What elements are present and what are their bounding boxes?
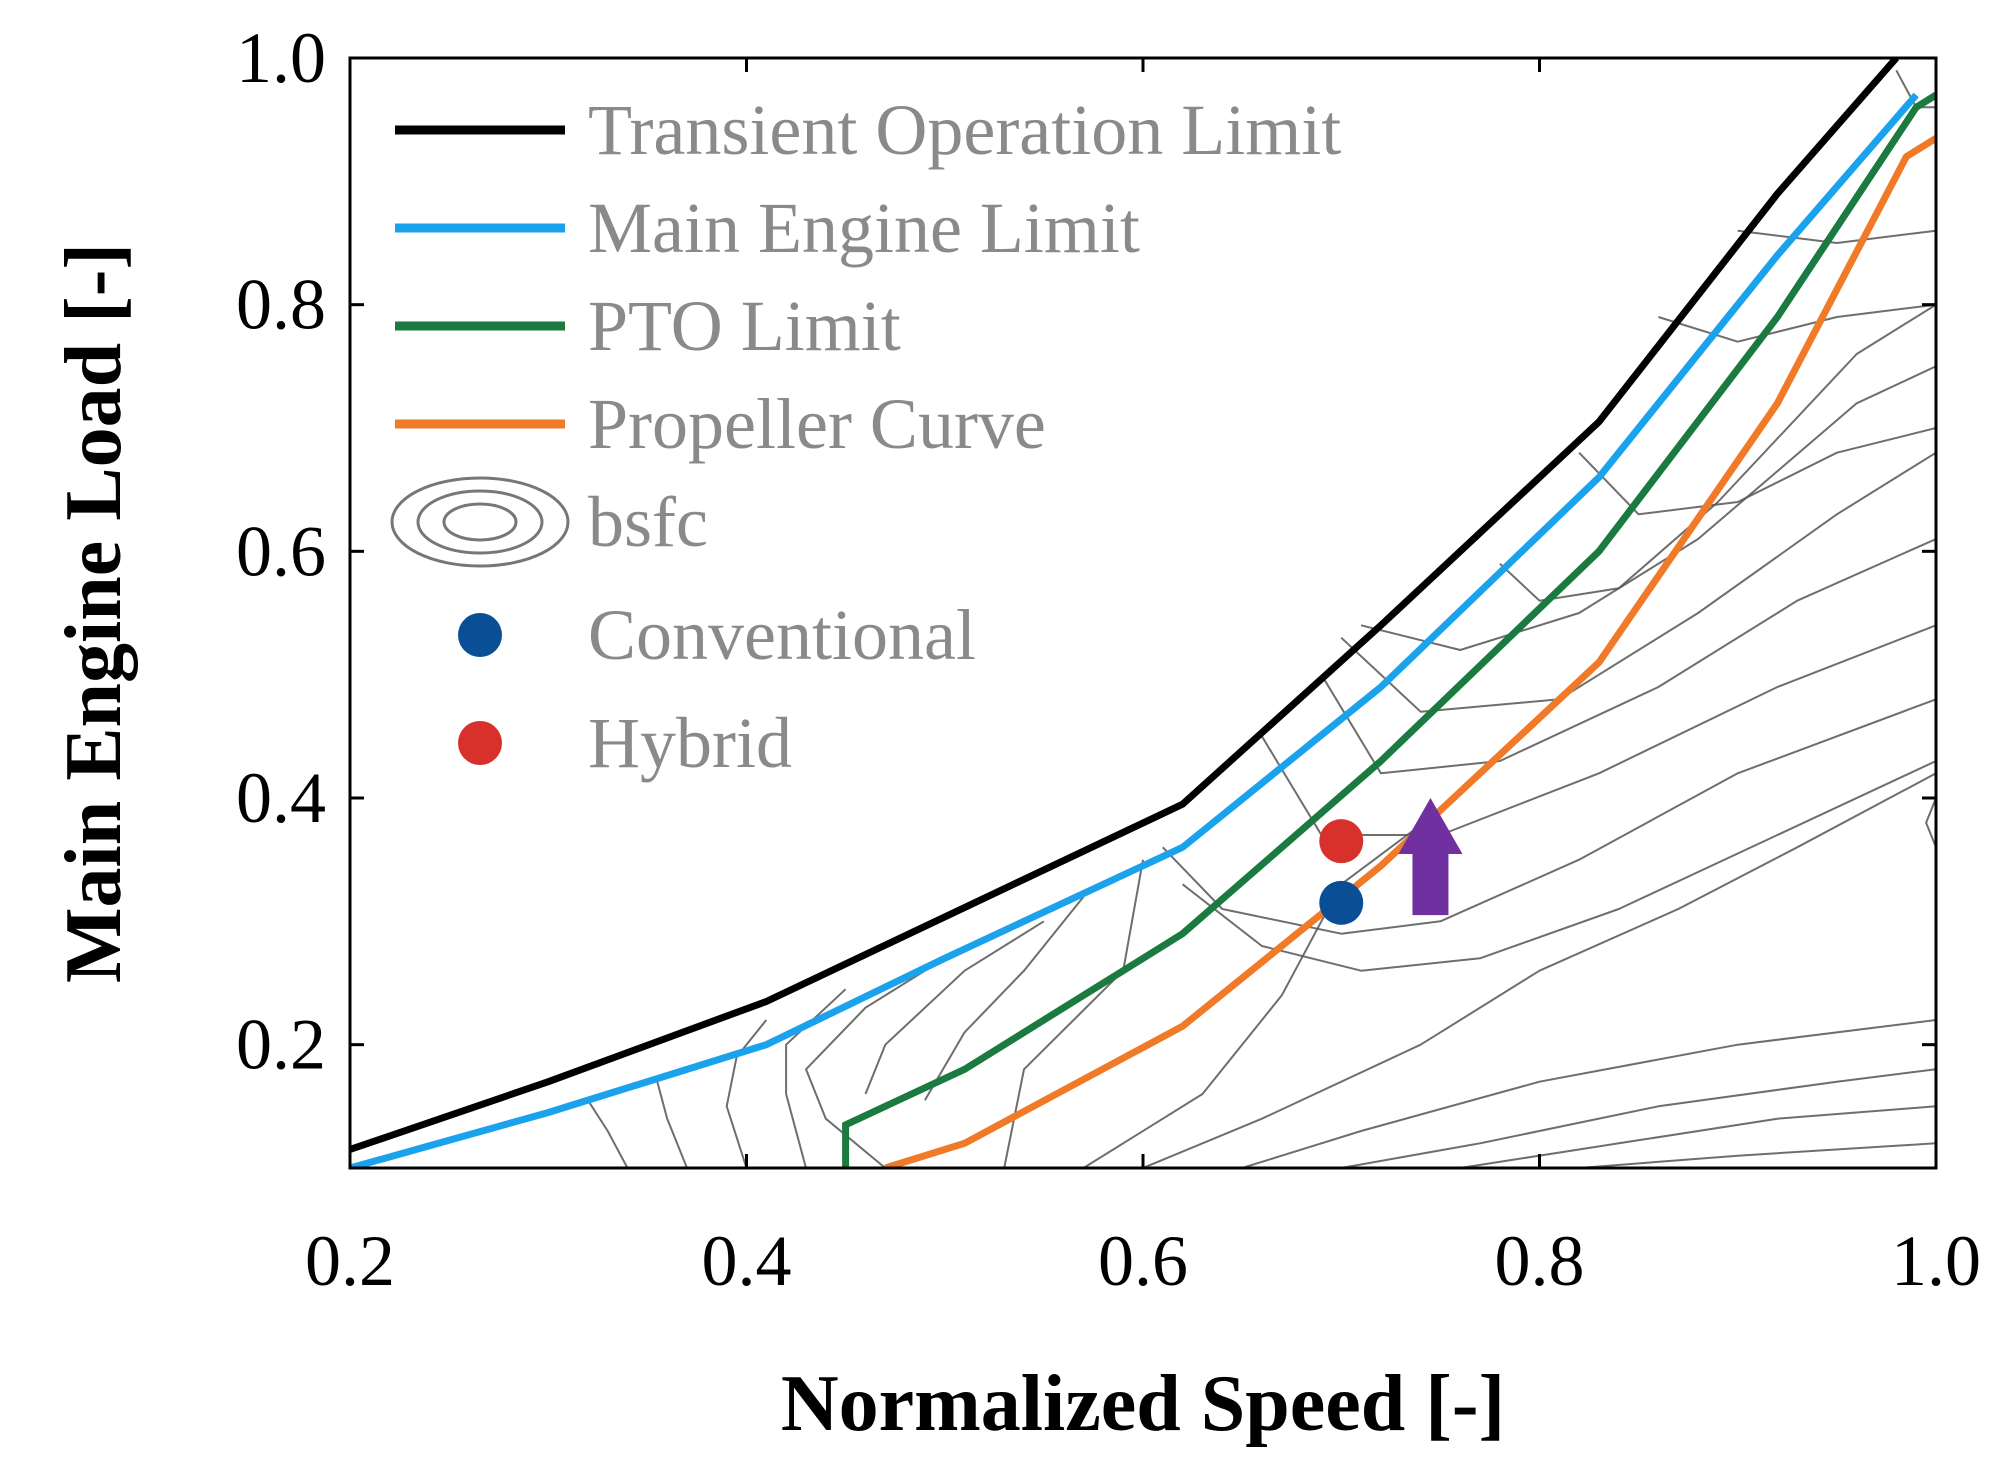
legend-bsfc-icon	[390, 476, 570, 568]
bsfc-contour-line	[1162, 698, 1936, 935]
x-tick-label: 0.6	[1098, 1221, 1188, 1301]
bsfc-contour-line	[1142, 772, 1936, 1168]
legend-label: Transient Operation Limit	[588, 90, 1341, 170]
legend-label: bsfc	[588, 482, 708, 562]
main-engine-limit-line	[350, 92, 1919, 1168]
bsfc-contour-line	[1241, 1019, 1936, 1168]
y-tick-label: 0.6	[236, 511, 326, 591]
pto-limit-line	[842, 92, 1936, 1168]
legend-label: Hybrid	[588, 703, 792, 783]
hybrid-point	[1319, 819, 1364, 864]
bsfc-contour-line	[785, 988, 847, 1168]
bsfc-contour-line	[1340, 451, 1936, 713]
propeller-curve-line	[884, 135, 1936, 1168]
legend-label: PTO Limit	[588, 286, 901, 366]
y-tick-label: 0.8	[236, 265, 326, 345]
legend-label: Conventional	[588, 595, 976, 675]
legend-label: Propeller Curve	[588, 384, 1046, 464]
bsfc-contour-line	[1579, 1142, 1936, 1168]
bsfc-contour-line	[1578, 427, 1936, 516]
bsfc-contour-line	[1320, 538, 1936, 775]
bsfc-contour-line	[924, 896, 1085, 1101]
bsfc-contour-line	[1499, 303, 1936, 602]
bsfc-contour-line	[656, 1081, 688, 1168]
y-tick-label: 0.2	[236, 1005, 326, 1085]
bsfc-contour-line	[587, 1099, 629, 1168]
bsfc-contours	[587, 69, 1936, 1168]
legend-label: Main Engine Limit	[588, 188, 1140, 268]
legend-marker	[458, 721, 502, 765]
legend-marker	[458, 613, 502, 657]
bsfc-contour-line	[1737, 229, 1936, 244]
legend-bsfc-icon	[442, 502, 518, 542]
bsfc-contour-line	[1003, 859, 1144, 1168]
x-tick-label: 1.0	[1891, 1221, 1981, 1301]
legend: Transient Operation Limit Main Engine Lim…	[390, 90, 1341, 783]
conventional-point	[1319, 880, 1364, 925]
bsfc-contour-line	[1181, 760, 1936, 972]
x-axis-title: Normalized Speed [-]	[781, 1360, 1505, 1448]
y-tick-label: 0.4	[236, 758, 326, 838]
legend-bsfc-icon	[416, 489, 544, 555]
bsfc-contour-line	[1658, 303, 1936, 343]
bsfc-contour-line	[725, 1019, 768, 1168]
transient-operation-limit-line	[350, 58, 1899, 1153]
points-group	[1319, 819, 1364, 925]
x-tick-label: 0.2	[305, 1221, 395, 1301]
load-increase-arrow	[1398, 798, 1463, 916]
bsfc-contour-line	[1082, 809, 1441, 1168]
bsfc-contour-line	[1925, 797, 1936, 848]
bsfc-contour-line	[1360, 365, 1936, 651]
series-group	[350, 58, 1936, 1168]
bsfc-contour-line	[1341, 1068, 1936, 1168]
x-tick-label: 0.4	[702, 1221, 792, 1301]
annotations-group	[1398, 798, 1463, 916]
bsfc-contour-line	[864, 920, 1045, 1095]
y-axis-ticks: 0.2 0.4 0.6 0.8 1.0	[236, 18, 1936, 1085]
x-axis-ticks: 0.2 0.4 0.6 0.8 1.0	[305, 58, 1981, 1301]
y-axis-title: Main Engine Load [-]	[50, 243, 138, 983]
x-tick-label: 0.8	[1495, 1221, 1585, 1301]
y-tick-label: 1.0	[236, 18, 326, 98]
